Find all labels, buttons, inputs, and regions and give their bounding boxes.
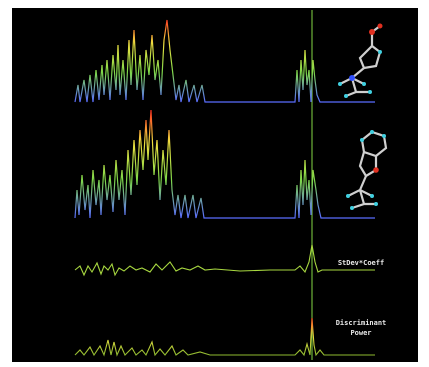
figure: StDev*Coeff Discriminant Power: [0, 0, 429, 367]
trace-label: StDev*Coeff: [330, 258, 392, 268]
background: [12, 8, 418, 362]
trace-label: Discriminant Power: [332, 318, 390, 338]
spectra-figure: [0, 0, 429, 367]
